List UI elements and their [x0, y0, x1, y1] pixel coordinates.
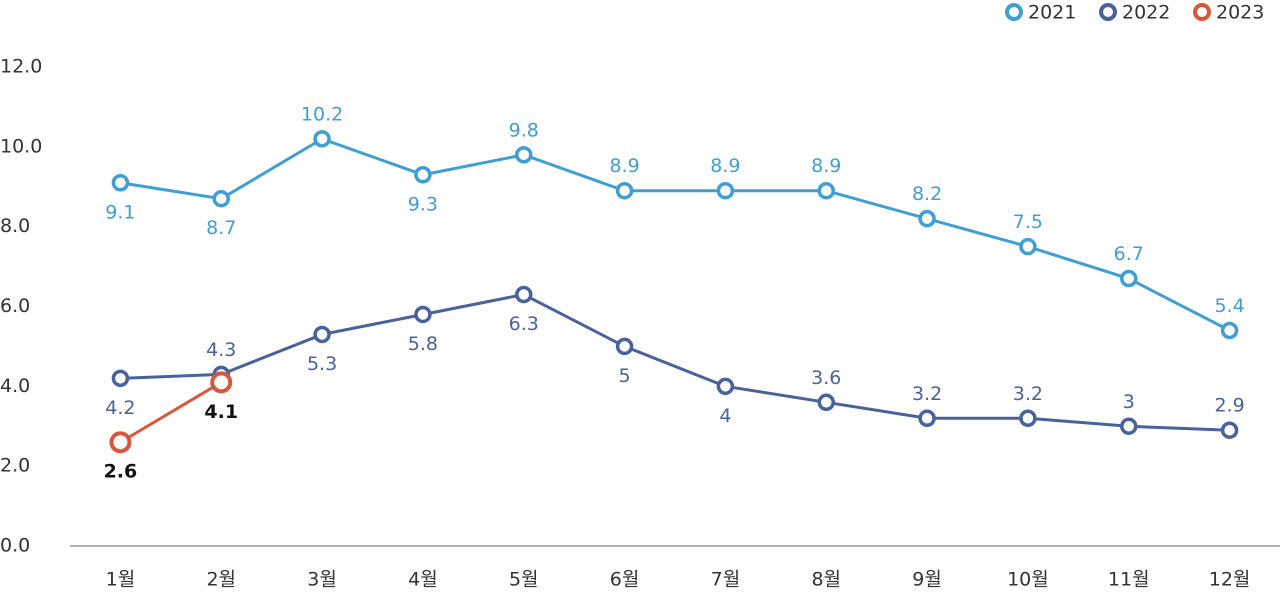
data-label: 3.6 [811, 367, 841, 389]
point [1120, 417, 1138, 435]
point [313, 325, 331, 344]
data-label: 3 [1123, 391, 1135, 413]
point [1019, 237, 1037, 256]
data-label: 2.6 [104, 461, 138, 483]
point [1120, 269, 1138, 288]
legend-marker [1005, 3, 1023, 21]
data-label: 7.5 [1013, 211, 1043, 233]
x-tick-label: 7월 [711, 569, 741, 591]
point [918, 409, 936, 428]
point [615, 181, 634, 200]
y-tick-label: 2.0 [0, 455, 30, 477]
data-label: 6.3 [509, 313, 539, 335]
data-label: 5.3 [307, 353, 337, 375]
legend-marker [1193, 3, 1211, 21]
point [615, 337, 634, 356]
point [817, 181, 835, 200]
x-tick-label: 1월 [106, 569, 136, 591]
data-label: 8.9 [609, 155, 639, 177]
point [716, 377, 735, 396]
data-label: 8.2 [912, 183, 942, 205]
x-tick-label: 3월 [307, 569, 337, 591]
data-label: 4 [719, 405, 731, 427]
data-label: 5.8 [408, 333, 438, 355]
data-label: 9.8 [509, 119, 539, 141]
point [414, 166, 432, 184]
data-label: 8.9 [811, 155, 841, 177]
data-label: 5.4 [1214, 295, 1244, 317]
x-tick-label: 4월 [408, 569, 438, 591]
point [1220, 421, 1239, 439]
point [515, 285, 533, 304]
legend-marker [1099, 3, 1117, 21]
data-label: 4.1 [204, 401, 238, 423]
y-tick-label: 4.0 [0, 375, 30, 397]
point [1019, 409, 1037, 428]
point [111, 174, 130, 192]
point [716, 181, 735, 200]
data-label: 9.3 [408, 193, 438, 215]
data-label: 6.7 [1114, 243, 1144, 265]
data-label: 2.9 [1214, 395, 1244, 417]
point [817, 393, 835, 412]
x-tick-label: 6월 [610, 569, 640, 591]
x-tick-label: 8월 [811, 569, 841, 591]
point [1220, 321, 1239, 340]
point [515, 146, 533, 164]
point [210, 371, 233, 394]
data-label: 3.2 [912, 383, 942, 405]
x-tick-label: 11월 [1108, 569, 1150, 591]
data-label: 8.9 [710, 155, 740, 177]
y-tick-label: 0.0 [0, 535, 30, 557]
x-tick-label: 2월 [206, 569, 236, 591]
data-label: 9.1 [105, 201, 135, 223]
data-label: 3.2 [1013, 383, 1043, 405]
y-tick-label: 8.0 [0, 215, 30, 237]
legend-label: 2022 [1122, 2, 1170, 24]
legend-label: 2021 [1028, 2, 1076, 24]
point [918, 209, 936, 228]
y-tick-label: 10.0 [0, 135, 42, 157]
point [109, 431, 132, 454]
point [111, 369, 130, 388]
x-tick-label: 9월 [912, 569, 942, 591]
point [212, 189, 230, 208]
point [414, 305, 432, 324]
line-path [120, 137, 1231, 332]
data-label: 5 [619, 365, 631, 387]
data-label: 10.2 [301, 103, 343, 125]
line-path [119, 381, 223, 444]
y-tick-label: 12.0 [0, 56, 42, 78]
x-tick-label: 5월 [509, 569, 539, 591]
line-path [120, 292, 1230, 432]
data-label: 8.7 [206, 217, 236, 239]
x-tick-label: 12월 [1209, 569, 1251, 591]
x-tick-label: 10월 [1007, 569, 1049, 591]
y-tick-label: 6.0 [0, 295, 30, 317]
legend-label: 2023 [1216, 2, 1264, 24]
data-label: 4.2 [105, 397, 135, 419]
point [313, 130, 331, 148]
data-label: 4.3 [206, 339, 236, 361]
